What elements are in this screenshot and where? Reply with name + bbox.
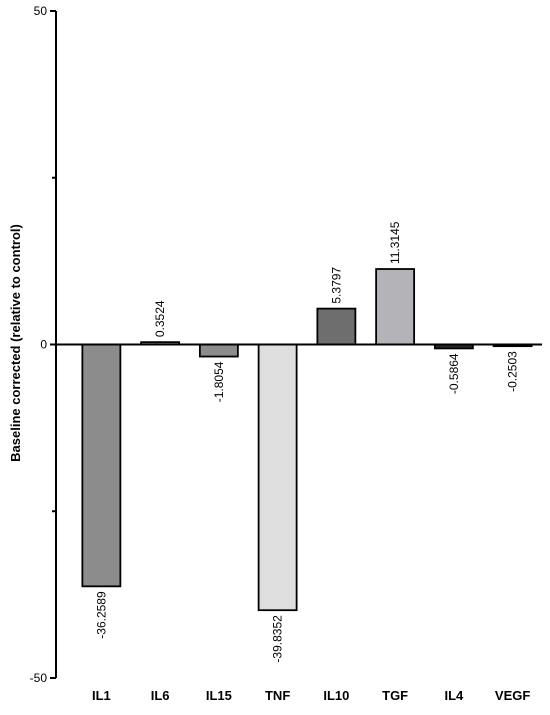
bars-group — [81, 268, 533, 612]
y-tick-label: 50 — [34, 4, 48, 18]
value-label-il15: -1.8054 — [212, 361, 226, 402]
category-label-il10: IL10 — [323, 688, 349, 703]
y-axis-label: Baseline corrected (relative to control) — [8, 224, 23, 462]
value-label-il4: -0.5864 — [447, 353, 461, 394]
value-label-il6: 0.3524 — [153, 300, 167, 337]
bar-tnf — [257, 343, 298, 612]
category-label-il4: IL4 — [444, 688, 464, 703]
y-tick-label: 0 — [40, 338, 47, 352]
bar-il1 — [81, 343, 122, 588]
category-label-tgf: TGF — [382, 688, 408, 703]
value-label-il1: -36.2589 — [94, 591, 108, 639]
category-label-vegf: VEGF — [495, 688, 530, 703]
bar-il15 — [198, 343, 239, 358]
category-label-il15: IL15 — [206, 688, 232, 703]
value-label-tnf: -39.8352 — [271, 615, 285, 663]
category-label-tnf: TNF — [265, 688, 290, 703]
value-label-vegf: -0.2503 — [506, 351, 520, 392]
value-label-tgf: 11.3145 — [388, 221, 402, 264]
bar-il10 — [316, 307, 357, 346]
category-label-il1: IL1 — [92, 688, 111, 703]
y-ticks-group: -50 0 50 — [30, 4, 56, 685]
category-label-il6: IL6 — [151, 688, 170, 703]
y-tick-label: -50 — [30, 671, 48, 685]
bar-tgf — [375, 268, 416, 346]
value-labels-group: -36.2589 0.3524 -1.8054 -39.8352 5.3797 11.31… — [94, 221, 519, 662]
category-labels-group: IL1 IL6 IL15 TNF IL10 TGF IL4 VEGF — [92, 688, 530, 703]
value-label-il10: 5.3797 — [329, 267, 343, 304]
